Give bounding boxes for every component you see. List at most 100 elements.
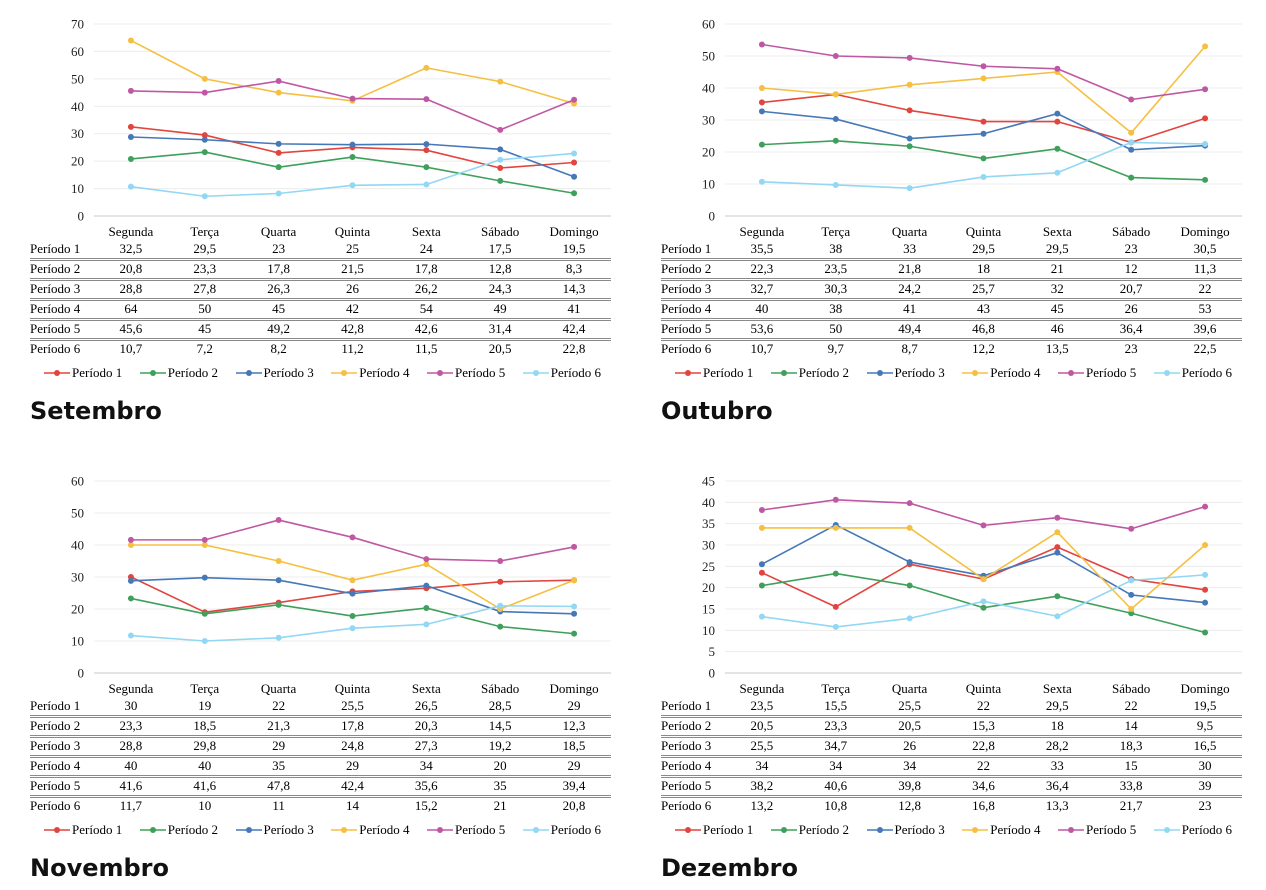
data-point-marker <box>1054 613 1061 620</box>
data-point-marker <box>758 569 765 576</box>
table-cell: 47,8 <box>241 775 316 797</box>
table-cell: 30,3 <box>798 278 873 300</box>
data-point-marker <box>423 96 430 103</box>
row-label: Período 3 <box>661 735 725 757</box>
data-point-marker <box>349 95 356 102</box>
data-point-marker <box>275 558 282 564</box>
y-axis-tick-label: 5 <box>709 644 716 659</box>
table-cell: 22 <box>946 755 1021 777</box>
series-line <box>130 80 575 131</box>
data-point-marker <box>980 75 987 82</box>
table-header-cell: Segunda <box>108 224 154 239</box>
table-cell: 34,6 <box>946 775 1021 797</box>
table-corner-cell <box>30 224 94 241</box>
table-cell: 21 <box>1020 258 1095 280</box>
row-label: Período 4 <box>661 755 725 777</box>
chart-title: Dezembro <box>661 854 798 882</box>
row-label: Período 5 <box>30 318 94 340</box>
table-header-cell: Quarta <box>260 224 297 239</box>
data-point-marker <box>127 155 134 162</box>
y-axis-tick-label: 60 <box>71 44 84 59</box>
data-point-marker <box>275 190 282 197</box>
series-line <box>130 39 575 105</box>
data-point-marker <box>758 507 765 514</box>
table-cell: 36,4 <box>1094 318 1169 340</box>
y-axis-tick-label: 40 <box>71 99 84 114</box>
table-header-row: Segunda Terça Quarta Quinta Sexta Sábado Domin… <box>30 224 611 241</box>
data-point-marker <box>201 574 208 581</box>
data-point-marker <box>127 37 134 44</box>
table-corner-cell <box>661 224 725 241</box>
legend-item: Período 1 <box>44 365 122 381</box>
table-cell: 22 <box>1124 698 1138 713</box>
table-cell: 18,3 <box>1094 735 1169 757</box>
table-cell: 39,8 <box>872 775 947 797</box>
table-cell: 19,2 <box>463 735 538 757</box>
data-point-marker <box>423 561 430 568</box>
table-cell: 29 <box>241 735 316 757</box>
legend-label: Período 2 <box>167 365 218 380</box>
legend-label: Período 2 <box>798 365 849 380</box>
y-axis-tick-label: 30 <box>702 113 715 128</box>
legend-key-icon <box>427 370 453 376</box>
table-row: Período 2 20,5 23,3 20,5 15,3 18 14 9,5 <box>661 715 1242 737</box>
legend-label: Período 5 <box>455 365 506 380</box>
table-cell: 33 <box>903 241 917 256</box>
table-cell: 22 <box>1168 278 1242 300</box>
data-point-marker <box>349 534 356 541</box>
table-cell: 32 <box>1020 278 1095 300</box>
table-cell: 50 <box>167 298 242 320</box>
legend-item: Período 6 <box>1153 365 1232 381</box>
table-cell: 23,3 <box>167 258 242 280</box>
data-point-marker <box>349 577 356 584</box>
data-point-marker <box>571 577 578 584</box>
data-point-marker <box>497 156 504 163</box>
data-point-marker <box>906 81 913 88</box>
data-point-marker <box>832 181 839 188</box>
data-point-marker <box>571 190 578 197</box>
table-cell: 53 <box>1168 298 1242 320</box>
table-cell: 30 <box>124 698 138 713</box>
table-cell: 35,5 <box>750 241 774 256</box>
table-row: Período 1 30 19 22 25,5 26,5 28,5 29 <box>30 698 611 717</box>
data-point-marker <box>758 613 765 620</box>
y-axis-tick-label: 50 <box>71 506 84 521</box>
y-axis-tick-label: 10 <box>71 181 84 196</box>
legend-item: Período 5 <box>1058 822 1136 838</box>
data-point-marker <box>571 603 578 610</box>
table-cell: 9,7 <box>798 338 873 358</box>
series-line <box>761 110 1206 151</box>
data-point-marker <box>571 150 578 157</box>
row-label: Período 3 <box>30 278 94 300</box>
data-point-marker <box>1128 525 1135 532</box>
table-cell: 25,7 <box>946 278 1021 300</box>
table-header-cell: Terça <box>821 224 851 239</box>
chart-legend: Período 1 Período 2 Período 3 Período 4 Perí… <box>661 358 1242 381</box>
data-point-marker <box>497 177 504 184</box>
data-point-marker <box>1128 606 1135 612</box>
series-line <box>761 43 1206 101</box>
table-cell: 11,7 <box>94 795 168 815</box>
table-header-cell: Quinta <box>965 681 1002 696</box>
table-cell: 8,7 <box>872 338 947 358</box>
data-point-marker <box>980 173 987 180</box>
table-cell: 20,5 <box>872 715 947 737</box>
y-axis-tick-label: 0 <box>78 666 85 681</box>
data-point-marker <box>497 578 504 585</box>
table-cell: 64 <box>94 298 168 320</box>
data-point-marker <box>758 524 765 531</box>
data-point-marker <box>758 41 765 48</box>
data-point-marker <box>201 193 208 200</box>
table-cell: 49 <box>463 298 538 320</box>
row-label: Período 1 <box>30 241 81 256</box>
data-point-marker <box>906 143 913 150</box>
table-cell: 16,8 <box>946 795 1021 815</box>
legend-item: Período 1 <box>44 822 122 838</box>
data-point-marker <box>1202 571 1209 578</box>
data-point-marker <box>127 134 134 141</box>
data-point-marker <box>1128 577 1135 584</box>
table-cell: 18 <box>1020 715 1095 737</box>
legend-key-icon <box>522 827 549 833</box>
y-axis-tick-label: 30 <box>71 570 84 585</box>
table-cell: 53,6 <box>725 318 799 340</box>
